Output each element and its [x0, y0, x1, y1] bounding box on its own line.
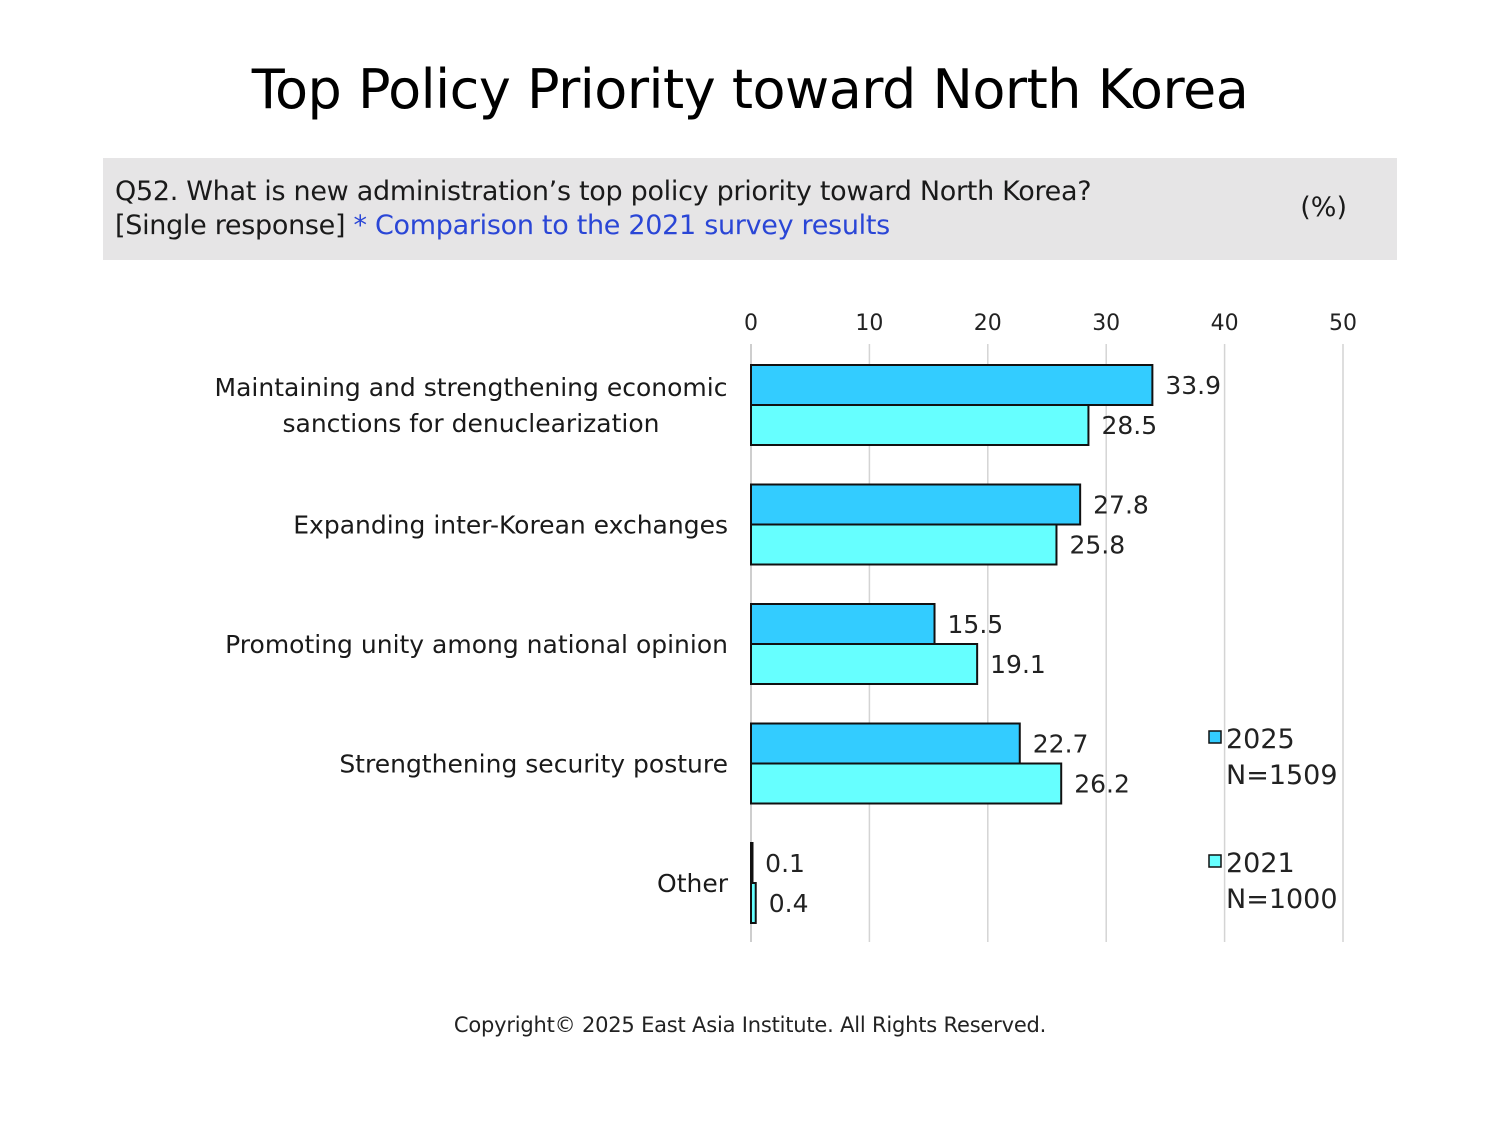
data-label: 28.5 — [1101, 411, 1157, 440]
bar-2025 — [750, 483, 1082, 526]
comparison-note: * Comparison to the 2021 survey results — [353, 210, 891, 241]
data-label: 22.7 — [1033, 730, 1089, 759]
x-tick-label: 10 — [855, 311, 883, 336]
legend-swatch-2021 — [1208, 854, 1222, 868]
data-label: 26.2 — [1074, 770, 1130, 799]
legend-sample-size: N=1000 — [1226, 884, 1338, 915]
chart-title: Top Policy Priority toward North Korea — [251, 58, 1249, 121]
x-tick-label: 30 — [1092, 311, 1120, 336]
bar-2021 — [750, 404, 1090, 446]
category-label: Strengthening security posture — [339, 750, 728, 779]
x-tick-label: 50 — [1329, 311, 1357, 336]
category-label: Expanding inter-Korean exchanges — [293, 511, 728, 540]
unit-label: (%) — [1300, 192, 1347, 223]
bar-2021 — [750, 523, 1058, 566]
data-label: 25.8 — [1069, 531, 1125, 560]
x-tick-label: 0 — [744, 311, 758, 336]
data-label: 33.9 — [1165, 371, 1221, 400]
x-tick-label: 40 — [1211, 311, 1239, 336]
bar-2021 — [750, 643, 979, 685]
legend-label: 2025 — [1226, 724, 1295, 755]
copyright-notice: Copyright© 2025 East Asia Institute. All… — [453, 1013, 1047, 1037]
bar-2025 — [750, 364, 1154, 406]
category-label: sanctions for denuclearization — [282, 409, 659, 438]
data-label: 0.4 — [769, 889, 809, 918]
category-label: Other — [657, 869, 729, 898]
x-tick-label: 20 — [974, 311, 1002, 336]
legend-sample-size: N=1509 — [1226, 760, 1338, 791]
bar-2025 — [750, 603, 936, 645]
bar-2025 — [750, 842, 754, 884]
bar-2025 — [750, 722, 1021, 765]
data-label: 19.1 — [990, 650, 1046, 679]
legend-label: 2021 — [1226, 848, 1295, 879]
data-label: 15.5 — [948, 610, 1004, 639]
data-label: 0.1 — [765, 849, 805, 878]
response-type: [Single response] — [115, 210, 346, 241]
category-label: Maintaining and strengthening economic — [215, 373, 728, 402]
question-text: Q52. What is new administration’s top po… — [115, 176, 1092, 207]
legend-swatch-2025 — [1208, 730, 1222, 744]
bar-2021 — [750, 762, 1063, 805]
question-subtext: [Single response] * Comparison to the 20… — [115, 210, 890, 241]
data-label: 27.8 — [1093, 491, 1149, 520]
category-label: Promoting unity among national opinion — [225, 630, 728, 659]
question-box: Q52. What is new administration’s top po… — [103, 158, 1397, 260]
bar-2021 — [750, 882, 757, 924]
